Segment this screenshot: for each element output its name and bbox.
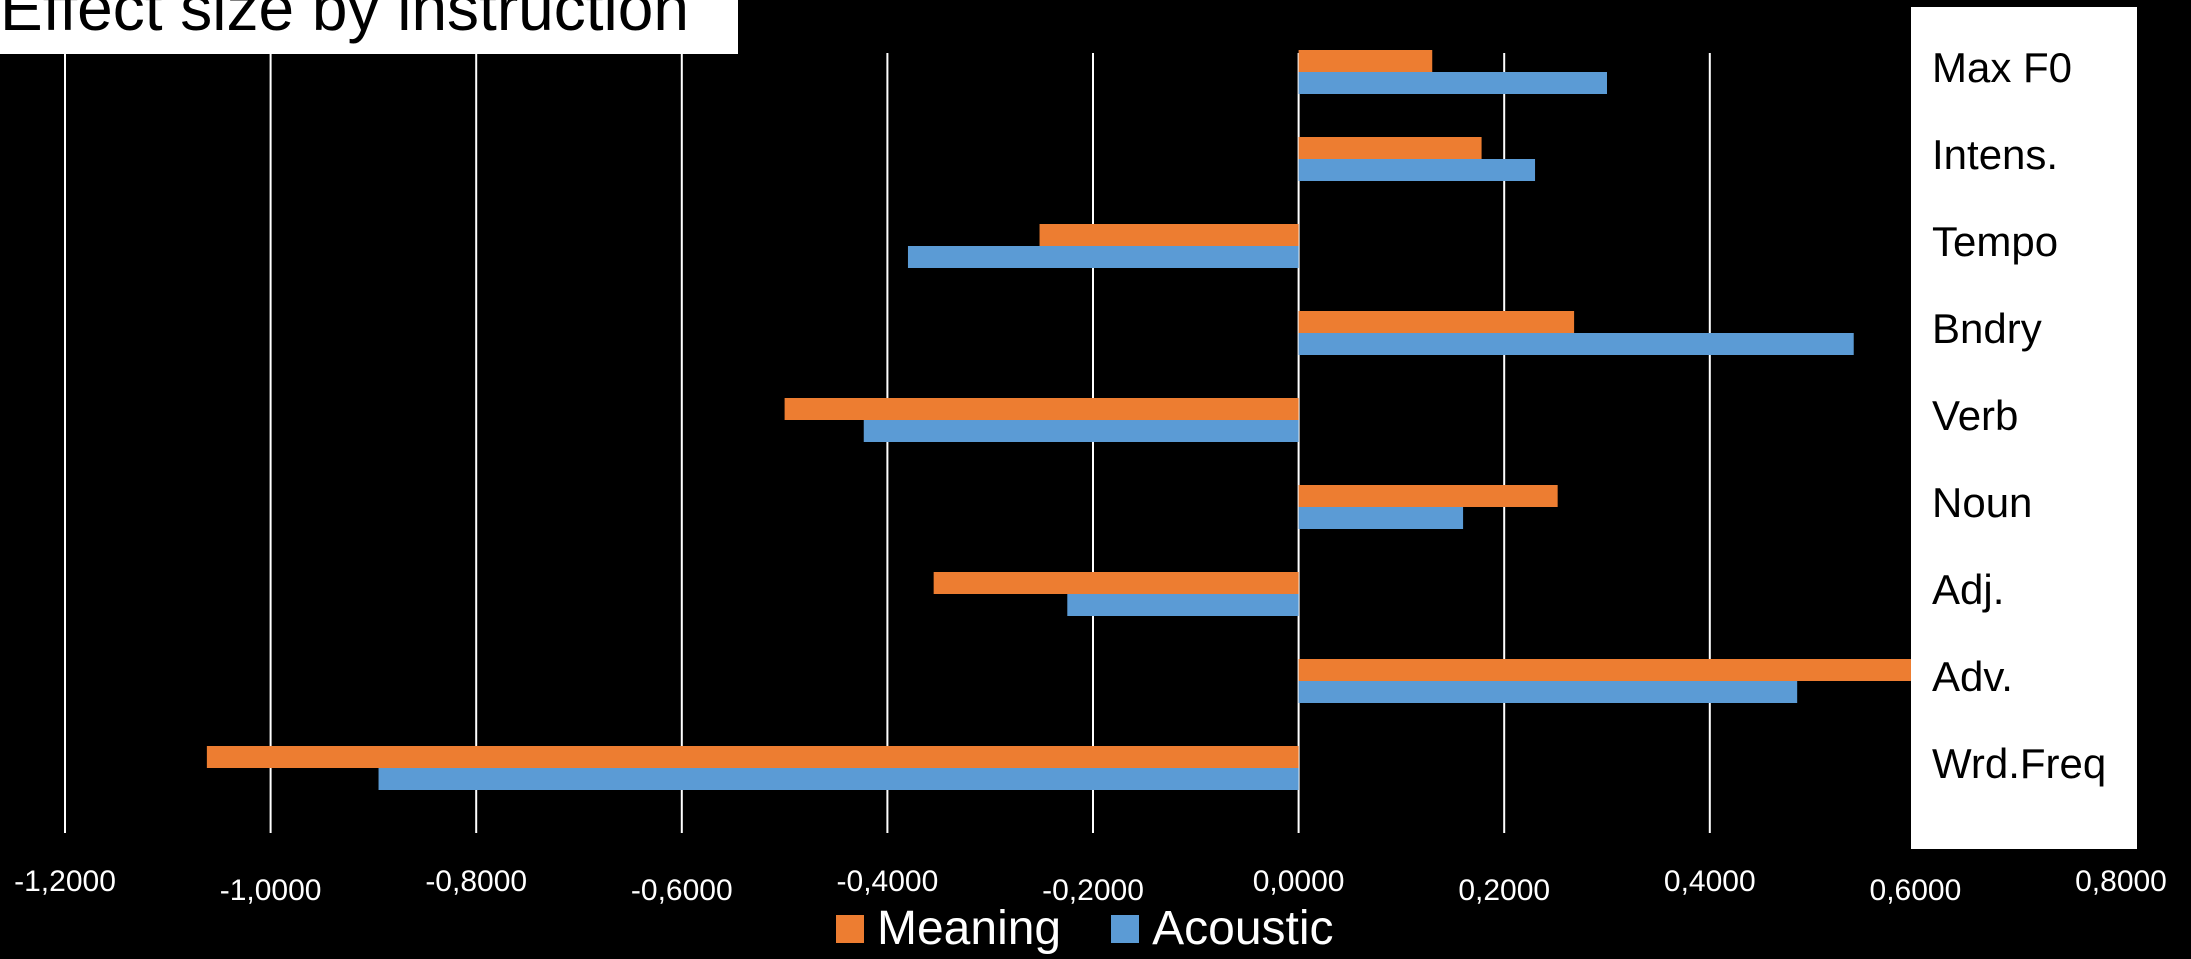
category-label: Wrd.Freq	[1932, 740, 2106, 787]
bar-meaning-5	[1298, 485, 1558, 507]
bar-acoustic-5	[1298, 507, 1464, 529]
category-label: Verb	[1932, 392, 2018, 439]
legend-item-meaning: Meaning	[836, 905, 1061, 953]
legend: Meaning Acoustic	[836, 902, 1384, 956]
x-tick-label: -1,0000	[220, 874, 322, 907]
bar-acoustic-7	[1298, 681, 1798, 703]
legend-label-acoustic: Acoustic	[1152, 902, 1334, 955]
bar-acoustic-4	[863, 420, 1299, 442]
x-tick-label: -0,2000	[1042, 874, 1144, 907]
x-tick-label: -0,4000	[837, 865, 939, 898]
bar-meaning-6	[933, 572, 1299, 594]
category-label: Max F0	[1932, 44, 2072, 91]
bar-acoustic-0	[1298, 72, 1607, 94]
category-label: Adj.	[1932, 566, 2004, 613]
bar-meaning-1	[1298, 137, 1482, 159]
x-tick-label: 0,8000	[2075, 865, 2167, 898]
x-tick-label: -0,8000	[425, 865, 527, 898]
legend-label-meaning: Meaning	[877, 902, 1062, 955]
bar-acoustic-1	[1298, 159, 1536, 181]
x-tick-label: 0,2000	[1458, 874, 1550, 907]
category-label: Noun	[1932, 479, 2032, 526]
chart-title: Effect size by instruction	[0, 0, 689, 44]
legend-swatch-acoustic	[1111, 915, 1140, 943]
legend-item-acoustic: Acoustic	[1111, 902, 1334, 955]
bar-meaning-0	[1298, 50, 1433, 72]
x-tick-label: -0,6000	[631, 874, 733, 907]
bar-meaning-2	[1039, 224, 1299, 246]
bar-meaning-4	[784, 398, 1299, 420]
x-tick-label: 0,6000	[1870, 874, 1962, 907]
chart-title-box: Effect size by instruction	[0, 0, 738, 54]
bar-acoustic-6	[1067, 594, 1299, 616]
x-tick-label: 0,4000	[1664, 865, 1756, 898]
bar-acoustic-2	[907, 246, 1299, 268]
legend-swatch-meaning	[836, 915, 864, 943]
bars	[206, 50, 1926, 790]
x-tick-labels: -1,2000 -1,0000 -0,8000 -0,6000 -0,4000 -0,20…	[14, 865, 2167, 907]
category-label: Intens.	[1932, 131, 2058, 178]
bar-acoustic-8	[378, 768, 1299, 790]
category-label: Tempo	[1932, 218, 2058, 265]
x-tick-label: 0,0000	[1253, 865, 1345, 898]
category-labels-box	[1911, 7, 2137, 849]
category-label: Bndry	[1932, 305, 2042, 352]
bar-meaning-8	[206, 746, 1299, 768]
category-label: Adv.	[1932, 653, 2013, 700]
category-labels: Max F0 Intens. Tempo Bndry Verb Noun Adj. Adv. W…	[1932, 44, 2106, 787]
gridlines	[64, 53, 2122, 833]
bar-meaning-3	[1298, 311, 1575, 333]
bar-meaning-7	[1298, 659, 1926, 681]
x-tick-label: -1,2000	[14, 865, 116, 898]
bar-acoustic-3	[1298, 333, 1854, 355]
